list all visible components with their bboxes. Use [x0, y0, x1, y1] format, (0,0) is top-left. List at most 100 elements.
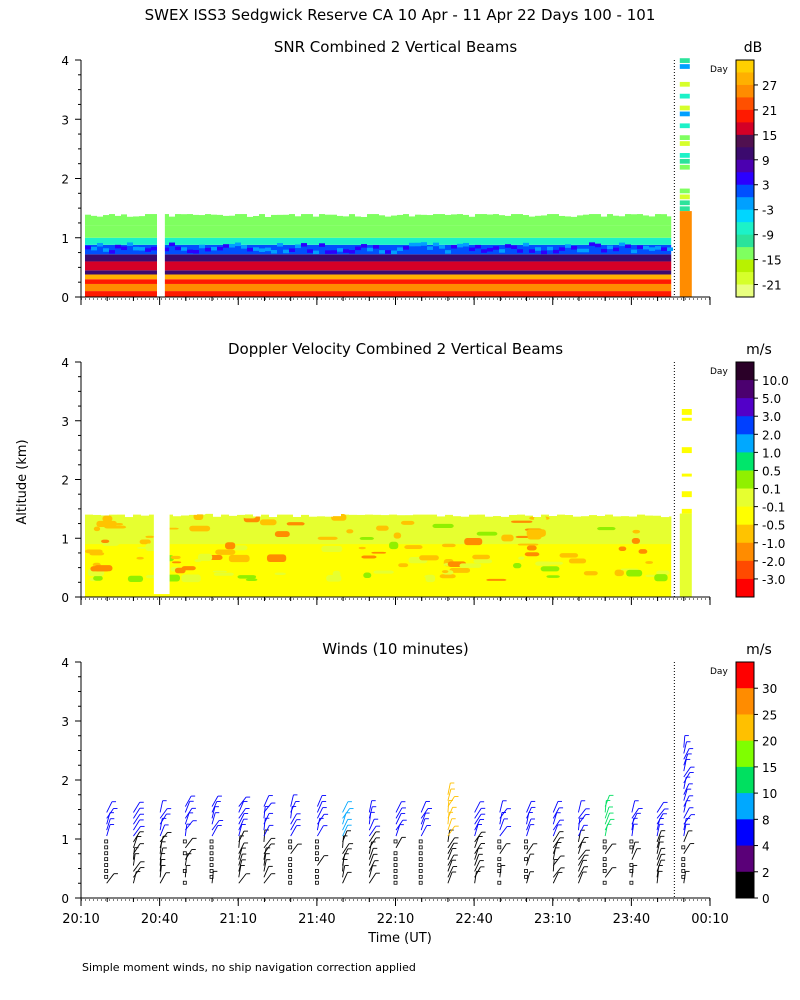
- snr-texture: [649, 247, 655, 251]
- colorbar-label: 8: [762, 813, 770, 827]
- wind-barb: [474, 871, 477, 884]
- wind-calm-marker: [629, 863, 634, 867]
- wind-barb: [368, 865, 373, 878]
- snr-texture: [367, 247, 373, 252]
- snr-texture: [601, 248, 607, 253]
- doppler-top-edge: [605, 508, 613, 514]
- doppler-top-edge: [637, 508, 645, 515]
- wind-barb: [474, 813, 482, 825]
- colorbar-segment: [736, 488, 754, 508]
- colorbar-segment: [736, 688, 754, 715]
- doppler-patch: [540, 566, 560, 572]
- wind-calm-marker: [602, 857, 607, 862]
- snr-band: [85, 225, 672, 238]
- wind-barb: [552, 812, 558, 825]
- snr-late-column: [679, 81, 690, 87]
- wind-calm-marker: [524, 839, 528, 844]
- wind-barb: [656, 854, 662, 866]
- colorbar-segment: [736, 134, 754, 148]
- doppler-top-edge: [573, 508, 581, 517]
- wind-barb: [290, 813, 297, 825]
- colorbar-label: -3: [762, 204, 774, 218]
- snr-top-edge: [661, 211, 667, 215]
- doppler-patch: [654, 574, 668, 582]
- doppler-patch: [197, 553, 213, 561]
- y-tick-label: 3: [61, 715, 69, 729]
- wind-barb: [238, 865, 242, 878]
- doppler-patch: [518, 556, 525, 560]
- doppler-top-edge: [437, 508, 445, 517]
- doppler-top-edge: [173, 508, 181, 517]
- wind-barb: [526, 843, 534, 855]
- doppler-patch: [631, 538, 641, 544]
- wind-barb: [368, 831, 377, 843]
- colorbar-segment: [736, 222, 754, 236]
- wind-barb: [342, 872, 348, 884]
- snr-top-edge: [121, 211, 127, 215]
- snr-texture: [547, 246, 553, 251]
- snr-texture: [229, 243, 235, 248]
- doppler-top-edge: [629, 508, 637, 517]
- doppler-top-edge: [109, 508, 117, 515]
- doppler-top-edge: [485, 508, 493, 517]
- wind-barb: [263, 866, 270, 878]
- doppler-top-edge: [661, 508, 669, 518]
- wind-barb: [133, 819, 141, 831]
- colorbar-label: -9: [762, 229, 774, 243]
- snr-texture: [361, 244, 367, 248]
- wind-barb: [184, 795, 192, 807]
- y-tick-label: 4: [61, 356, 69, 370]
- snr-texture: [553, 249, 559, 254]
- snr-texture: [433, 242, 439, 247]
- doppler-top-edge: [229, 508, 237, 516]
- wind-barb: [447, 788, 452, 801]
- wind-barb: [552, 807, 560, 819]
- doppler-patch: [542, 561, 564, 565]
- doppler-patch: [174, 567, 186, 574]
- snr-top-edge: [529, 211, 535, 217]
- snr-top-edge: [187, 211, 193, 214]
- wind-barb: [395, 813, 402, 825]
- wind-barb: [656, 802, 664, 813]
- wind-barb: [683, 741, 687, 754]
- wind-barb: [578, 860, 584, 872]
- doppler-patch: [363, 572, 372, 579]
- snr-top-edge: [667, 211, 673, 217]
- snr-texture: [271, 249, 277, 254]
- wind-barb: [342, 808, 350, 819]
- doppler-top-edge: [125, 508, 133, 518]
- snr-top-edge: [265, 211, 271, 217]
- colorbar-segment: [736, 662, 754, 689]
- wind-barb: [447, 860, 453, 872]
- wind-calm-marker: [497, 839, 502, 844]
- snr-texture: [625, 244, 631, 249]
- wind-barb: [447, 807, 454, 819]
- colorbar-segment: [736, 209, 754, 223]
- doppler-patch: [626, 569, 643, 577]
- colorbar-segment: [736, 197, 754, 211]
- snr-top-edge: [301, 211, 307, 214]
- colorbar-segment: [736, 159, 754, 173]
- snr-top-edge: [511, 211, 517, 213]
- colorbar-label: 20: [762, 735, 777, 749]
- wind-barb: [447, 782, 451, 795]
- doppler-patch: [89, 552, 105, 556]
- wind-barb: [238, 818, 245, 831]
- wind-barb: [552, 837, 561, 849]
- x-tick-label: 21:40: [298, 912, 335, 927]
- wind-calm-marker: [288, 857, 293, 862]
- doppler-patch: [441, 543, 456, 548]
- doppler-top-edge: [357, 508, 365, 515]
- doppler-top-edge: [365, 508, 373, 515]
- wind-barb: [447, 871, 453, 884]
- snr-texture: [325, 250, 331, 254]
- colorbar-label: 25: [762, 708, 777, 722]
- snr-top-edge: [409, 211, 415, 217]
- doppler-top-edge: [253, 508, 261, 517]
- wind-barb: [578, 808, 587, 819]
- snr-band: [85, 291, 672, 297]
- doppler-patch: [189, 525, 211, 532]
- snr-texture: [523, 242, 529, 247]
- colorbar-label: 27: [762, 79, 777, 93]
- wind-barb: [106, 824, 111, 837]
